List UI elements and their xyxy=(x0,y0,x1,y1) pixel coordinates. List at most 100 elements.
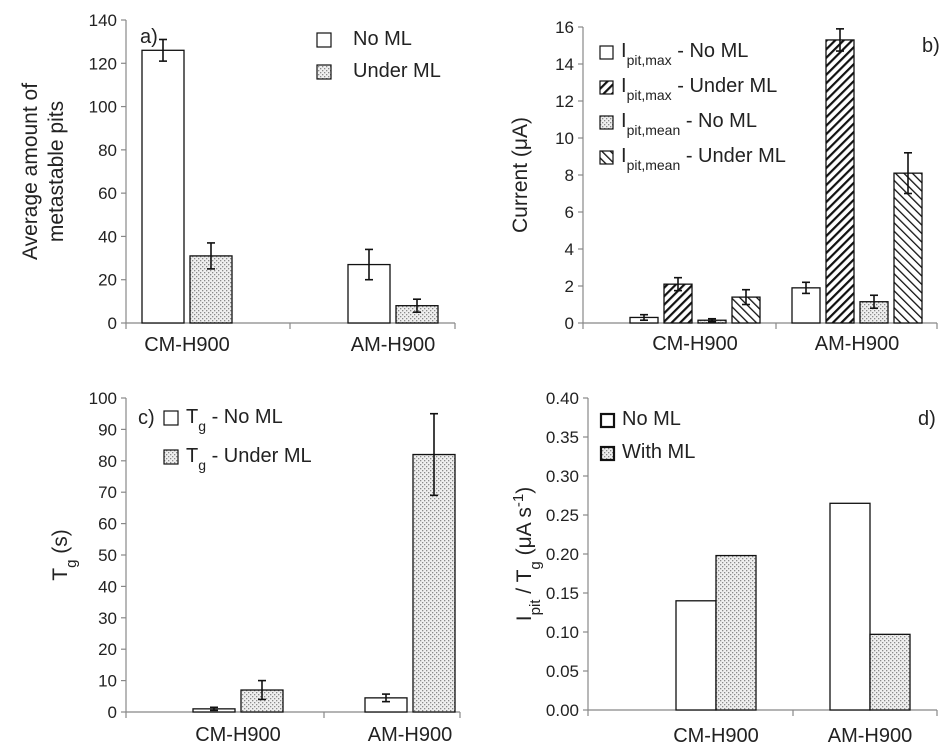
legend-label-main: I xyxy=(621,75,627,97)
legend-label: Under ML xyxy=(353,60,441,82)
y-tick-label: 100 xyxy=(89,389,117,408)
y-axis-title-suffix: (s) xyxy=(49,529,72,559)
y-tick-label: 90 xyxy=(98,420,117,439)
legend-label: Tg - No ML xyxy=(186,406,283,434)
y-tick-label: 0 xyxy=(108,703,117,722)
chart-b-current: 0 2 4 6 8 10 12 14 16 CM-H900 AM-H900 Ipit,max - No… xyxy=(509,18,940,355)
legend-label-main: With ML xyxy=(622,441,695,463)
legend-label: No ML xyxy=(353,28,412,50)
y-tick-label: 14 xyxy=(555,55,574,74)
x-tick-label: AM-H900 xyxy=(351,334,435,356)
y-tick-label: 80 xyxy=(98,141,117,160)
bar xyxy=(869,633,911,711)
legend-label-sub: pit,mean xyxy=(627,122,681,138)
y-axis-title: Ipit / Tg (μA s-1) xyxy=(510,487,544,621)
y-tick-label: 120 xyxy=(89,54,117,73)
y-tick-label: 0 xyxy=(108,314,117,333)
y-tick-label: 70 xyxy=(98,483,117,502)
y-axis-title: metastable pits xyxy=(45,101,68,242)
y-axis-title: Tg (s) xyxy=(49,529,80,581)
y-tick-label: 140 xyxy=(89,11,117,30)
y-tick-label: 0.40 xyxy=(546,389,579,408)
y-tick-label: 0.00 xyxy=(546,701,579,720)
y-tick-label: 20 xyxy=(98,271,117,290)
bar xyxy=(893,172,923,324)
y-axis-title-part: / T xyxy=(513,569,536,599)
panel-label: c) xyxy=(138,407,155,429)
panel-label: d) xyxy=(918,408,936,430)
y-tick-label: 0.25 xyxy=(546,506,579,525)
legend-swatch xyxy=(599,150,614,165)
y-tick-label: 8 xyxy=(565,166,574,185)
y-tick-label: 20 xyxy=(98,640,117,659)
legend-swatch xyxy=(163,449,179,465)
chart-d-current-over-time: 0.00 0.05 0.10 0.15 0.20 0.25 0.30 0.35 0.40 CM-H… xyxy=(510,389,938,747)
y-axis-title-main: T xyxy=(49,568,72,581)
y-tick-label: 80 xyxy=(98,452,117,471)
legend-label-main: No ML xyxy=(353,28,412,50)
y-tick-label: 100 xyxy=(89,98,117,117)
y-axis-title-part: (μA s xyxy=(513,507,536,561)
y-tick-label: 40 xyxy=(98,227,117,246)
y-tick-label: 16 xyxy=(555,18,574,37)
y-tick-label: 30 xyxy=(98,609,117,628)
x-tick-label: CM-H900 xyxy=(673,725,759,747)
y-tick-label: 10 xyxy=(98,672,117,691)
legend-label-suffix: - No ML xyxy=(680,110,757,132)
legend-label: With ML xyxy=(622,441,695,463)
panel-label: b) xyxy=(922,35,940,57)
legend-swatch xyxy=(599,80,614,95)
bar xyxy=(715,554,757,711)
y-tick-label: 50 xyxy=(98,546,117,565)
y-tick-label: 0.10 xyxy=(546,623,579,642)
y-tick-label: 0 xyxy=(565,314,574,333)
legend-label-main: No ML xyxy=(622,408,681,430)
x-tick-label: CM-H900 xyxy=(652,333,738,355)
y-tick-label: 0.05 xyxy=(546,662,579,681)
bar xyxy=(675,600,717,711)
legend-swatch xyxy=(599,445,616,462)
legend-swatch xyxy=(599,412,616,429)
x-tick-label: AM-H900 xyxy=(828,725,912,747)
legend-label: Tg - Under ML xyxy=(186,445,312,473)
y-tick-label: 0.20 xyxy=(546,545,579,564)
y-tick-label: 60 xyxy=(98,184,117,203)
legend-label-main: Under ML xyxy=(353,60,441,82)
x-tick-label: CM-H900 xyxy=(144,334,230,356)
legend-label-main: T xyxy=(186,445,198,467)
panel-label: a) xyxy=(140,26,158,48)
legend-label-sub: pit,mean xyxy=(627,157,681,173)
bar xyxy=(189,255,233,324)
chart-a-metastable-pits: 0 20 40 60 80 100 120 140 CM-H900 AM-H900 No ML Und… xyxy=(19,11,456,356)
y-axis-title: Average amount of xyxy=(19,83,42,260)
legend-swatch xyxy=(316,32,332,48)
y-tick-label: 4 xyxy=(565,240,574,259)
y-tick-label: 40 xyxy=(98,577,117,596)
y-axis-title-part: I xyxy=(513,615,536,621)
bar xyxy=(825,39,855,324)
y-tick-label: 0.30 xyxy=(546,467,579,486)
y-axis-title-part: g xyxy=(527,561,544,569)
x-tick-label: AM-H900 xyxy=(815,333,899,355)
chart-c-growth-time: 0 10 20 30 40 50 60 70 80 90 100 CM-H900 AM-H900 Tg -… xyxy=(49,389,461,746)
y-axis-title-part: ) xyxy=(513,487,536,494)
legend-label-main: I xyxy=(621,40,627,62)
legend-label-main: I xyxy=(621,110,627,132)
bar xyxy=(829,502,871,711)
legend-label-main: T xyxy=(186,406,198,428)
legend-label-sub: pit,max xyxy=(627,52,672,68)
y-tick-label: 10 xyxy=(555,129,574,148)
y-tick-label: 60 xyxy=(98,515,117,534)
x-tick-label: AM-H900 xyxy=(368,724,452,746)
legend-swatch xyxy=(316,64,332,80)
x-tick-label: CM-H900 xyxy=(195,724,281,746)
y-tick-label: 0.15 xyxy=(546,584,579,603)
legend-label-suffix: - Under ML xyxy=(680,145,786,167)
legend-label: Ipit,mean - Under ML xyxy=(621,145,786,173)
bar xyxy=(141,49,185,324)
y-axis-title-part: pit xyxy=(527,599,544,616)
legend-label: Ipit,max - No ML xyxy=(621,40,748,68)
legend-label: Ipit,mean - No ML xyxy=(621,110,757,138)
bar xyxy=(412,453,456,713)
